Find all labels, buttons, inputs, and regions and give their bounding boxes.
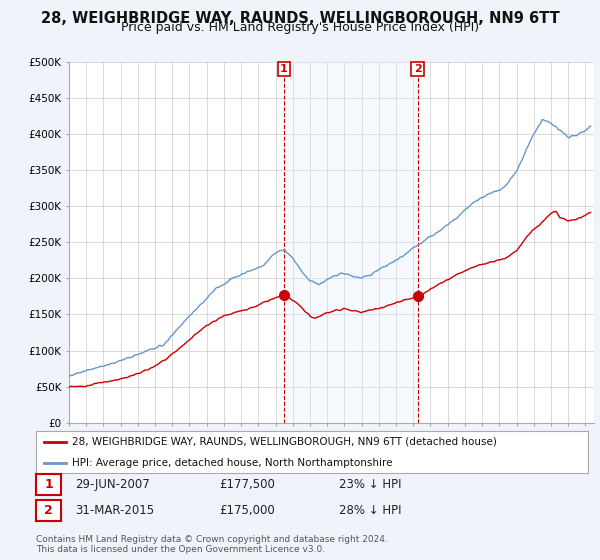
Bar	[284, 62, 418, 423]
Text: 28, WEIGHBRIDGE WAY, RAUNDS, WELLINGBOROUGH, NN9 6TT (detached house): 28, WEIGHBRIDGE WAY, RAUNDS, WELLINGBORO…	[72, 437, 497, 447]
Text: 28% ↓ HPI: 28% ↓ HPI	[339, 503, 401, 517]
Text: 23% ↓ HPI: 23% ↓ HPI	[339, 478, 401, 491]
Text: 29-JUN-2007: 29-JUN-2007	[75, 478, 150, 491]
Text: Contains HM Land Registry data © Crown copyright and database right 2024.
This d: Contains HM Land Registry data © Crown c…	[36, 535, 388, 554]
Text: 1: 1	[280, 64, 288, 74]
Text: £175,000: £175,000	[219, 503, 275, 517]
Text: 2: 2	[413, 64, 421, 74]
Text: 1: 1	[44, 478, 53, 491]
Text: HPI: Average price, detached house, North Northamptonshire: HPI: Average price, detached house, Nort…	[72, 458, 392, 468]
Text: 28, WEIGHBRIDGE WAY, RAUNDS, WELLINGBOROUGH, NN9 6TT: 28, WEIGHBRIDGE WAY, RAUNDS, WELLINGBORO…	[41, 11, 559, 26]
Text: £177,500: £177,500	[219, 478, 275, 491]
Text: Price paid vs. HM Land Registry's House Price Index (HPI): Price paid vs. HM Land Registry's House …	[121, 21, 479, 34]
Text: 31-MAR-2015: 31-MAR-2015	[75, 503, 154, 517]
Text: 2: 2	[44, 503, 53, 517]
